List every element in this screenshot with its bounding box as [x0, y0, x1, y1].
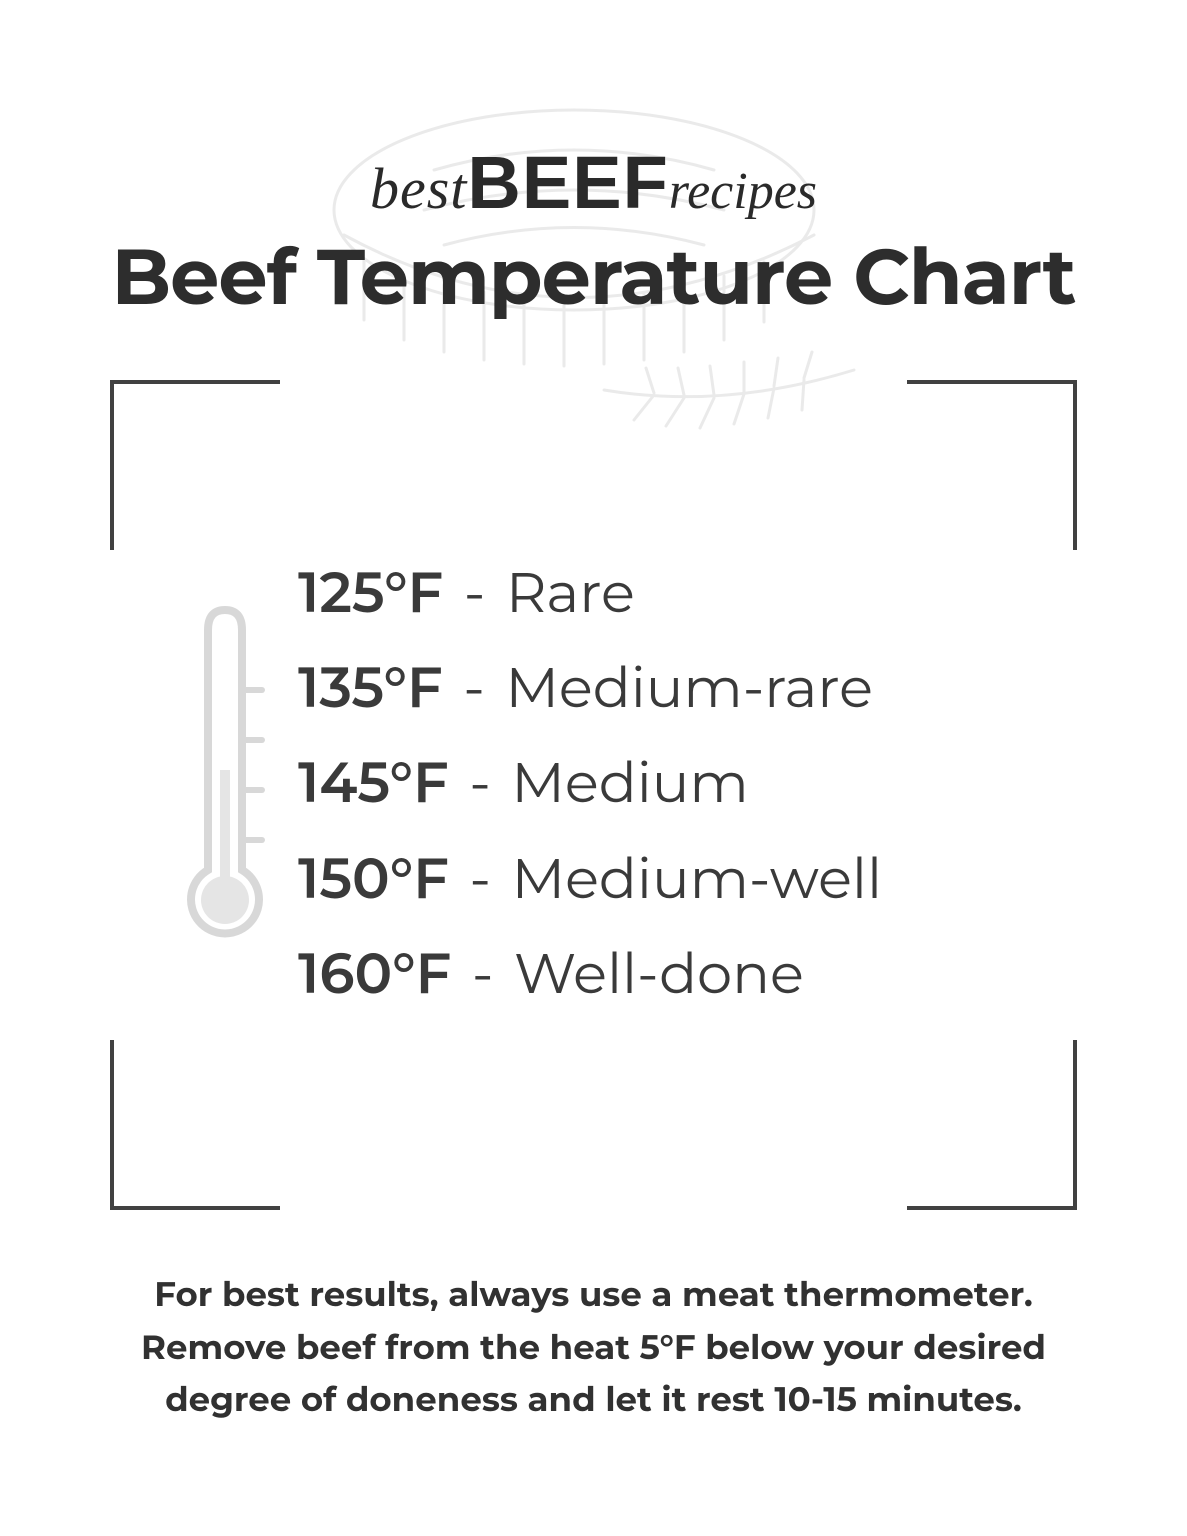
temp-value: 150°F	[298, 845, 449, 913]
temp-sep: -	[455, 749, 506, 817]
temp-sep: -	[449, 559, 500, 627]
temp-row: 135°F - Medium-rare	[298, 655, 882, 722]
page-title: Beef Temperature Chart	[0, 228, 1187, 324]
temp-value: 160°F	[298, 940, 451, 1008]
frame-corner-bl	[110, 1040, 280, 1210]
temp-label: Medium-well	[512, 845, 882, 913]
temperature-rows: 125°F - Rare 135°F - Medium-rare 145°F -…	[298, 560, 882, 1008]
temp-label: Medium	[511, 749, 748, 817]
logo-beef: BEEF	[467, 141, 668, 224]
temperature-list: 125°F - Rare 135°F - Medium-rare 145°F -…	[180, 560, 1077, 1008]
logo-recipes: recipes	[669, 163, 817, 220]
brand-logo: bestBEEFrecipes	[370, 140, 817, 225]
temp-row: 145°F - Medium	[298, 750, 882, 817]
temp-value: 125°F	[298, 559, 443, 627]
footer-tip: For best results, always use a meat ther…	[120, 1268, 1067, 1426]
frame-corner-tr	[907, 380, 1077, 550]
temp-sep: -	[457, 940, 508, 1008]
temp-row: 150°F - Medium-well	[298, 846, 882, 913]
logo-best: best	[370, 156, 467, 221]
temp-sep: -	[455, 845, 506, 913]
temp-value: 145°F	[298, 749, 449, 817]
temp-label: Well-done	[514, 940, 804, 1008]
thermometer-icon	[180, 600, 270, 965]
temp-row: 160°F - Well-done	[298, 941, 882, 1008]
temp-label: Rare	[506, 559, 635, 627]
temp-label: Medium-rare	[505, 654, 873, 722]
temp-value: 135°F	[298, 654, 443, 722]
temp-row: 125°F - Rare	[298, 560, 882, 627]
frame-corner-br	[907, 1040, 1077, 1210]
temp-sep: -	[449, 654, 500, 722]
frame-corner-tl	[110, 380, 280, 550]
